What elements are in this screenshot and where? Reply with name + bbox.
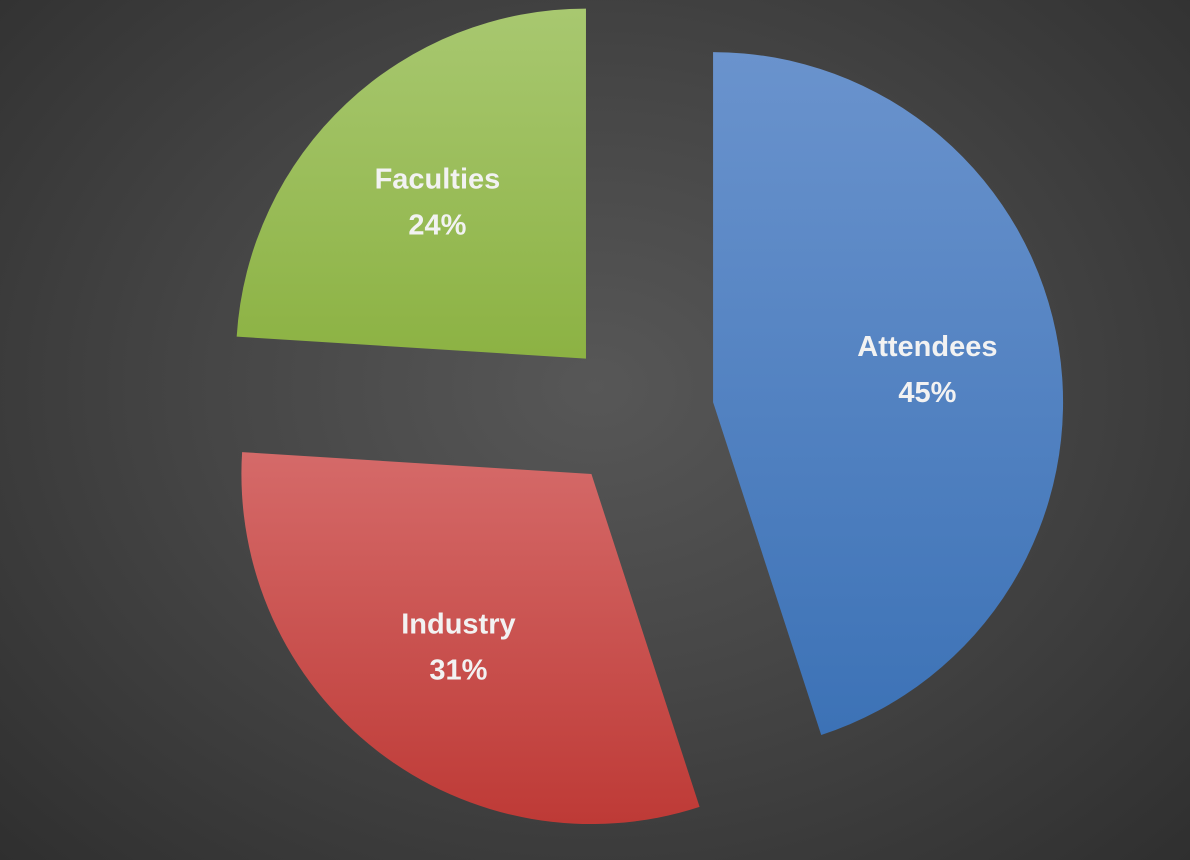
pie-labels: Attendees 45% Industry 31% Faculties 24% [375, 163, 998, 686]
slice-value-faculties: 24% [408, 209, 466, 241]
slice-label-faculties: Faculties [375, 163, 501, 195]
slice-value-attendees: 45% [898, 377, 956, 409]
pie-slice-attendees[interactable] [713, 52, 1064, 735]
pie-slices [236, 8, 1064, 825]
pie-slice-faculties[interactable] [236, 8, 586, 359]
pie-slice-industry[interactable] [241, 452, 700, 825]
slice-value-industry: 31% [429, 655, 487, 687]
slice-label-industry: Industry [401, 609, 515, 641]
slice-label-attendees: Attendees [857, 331, 997, 363]
